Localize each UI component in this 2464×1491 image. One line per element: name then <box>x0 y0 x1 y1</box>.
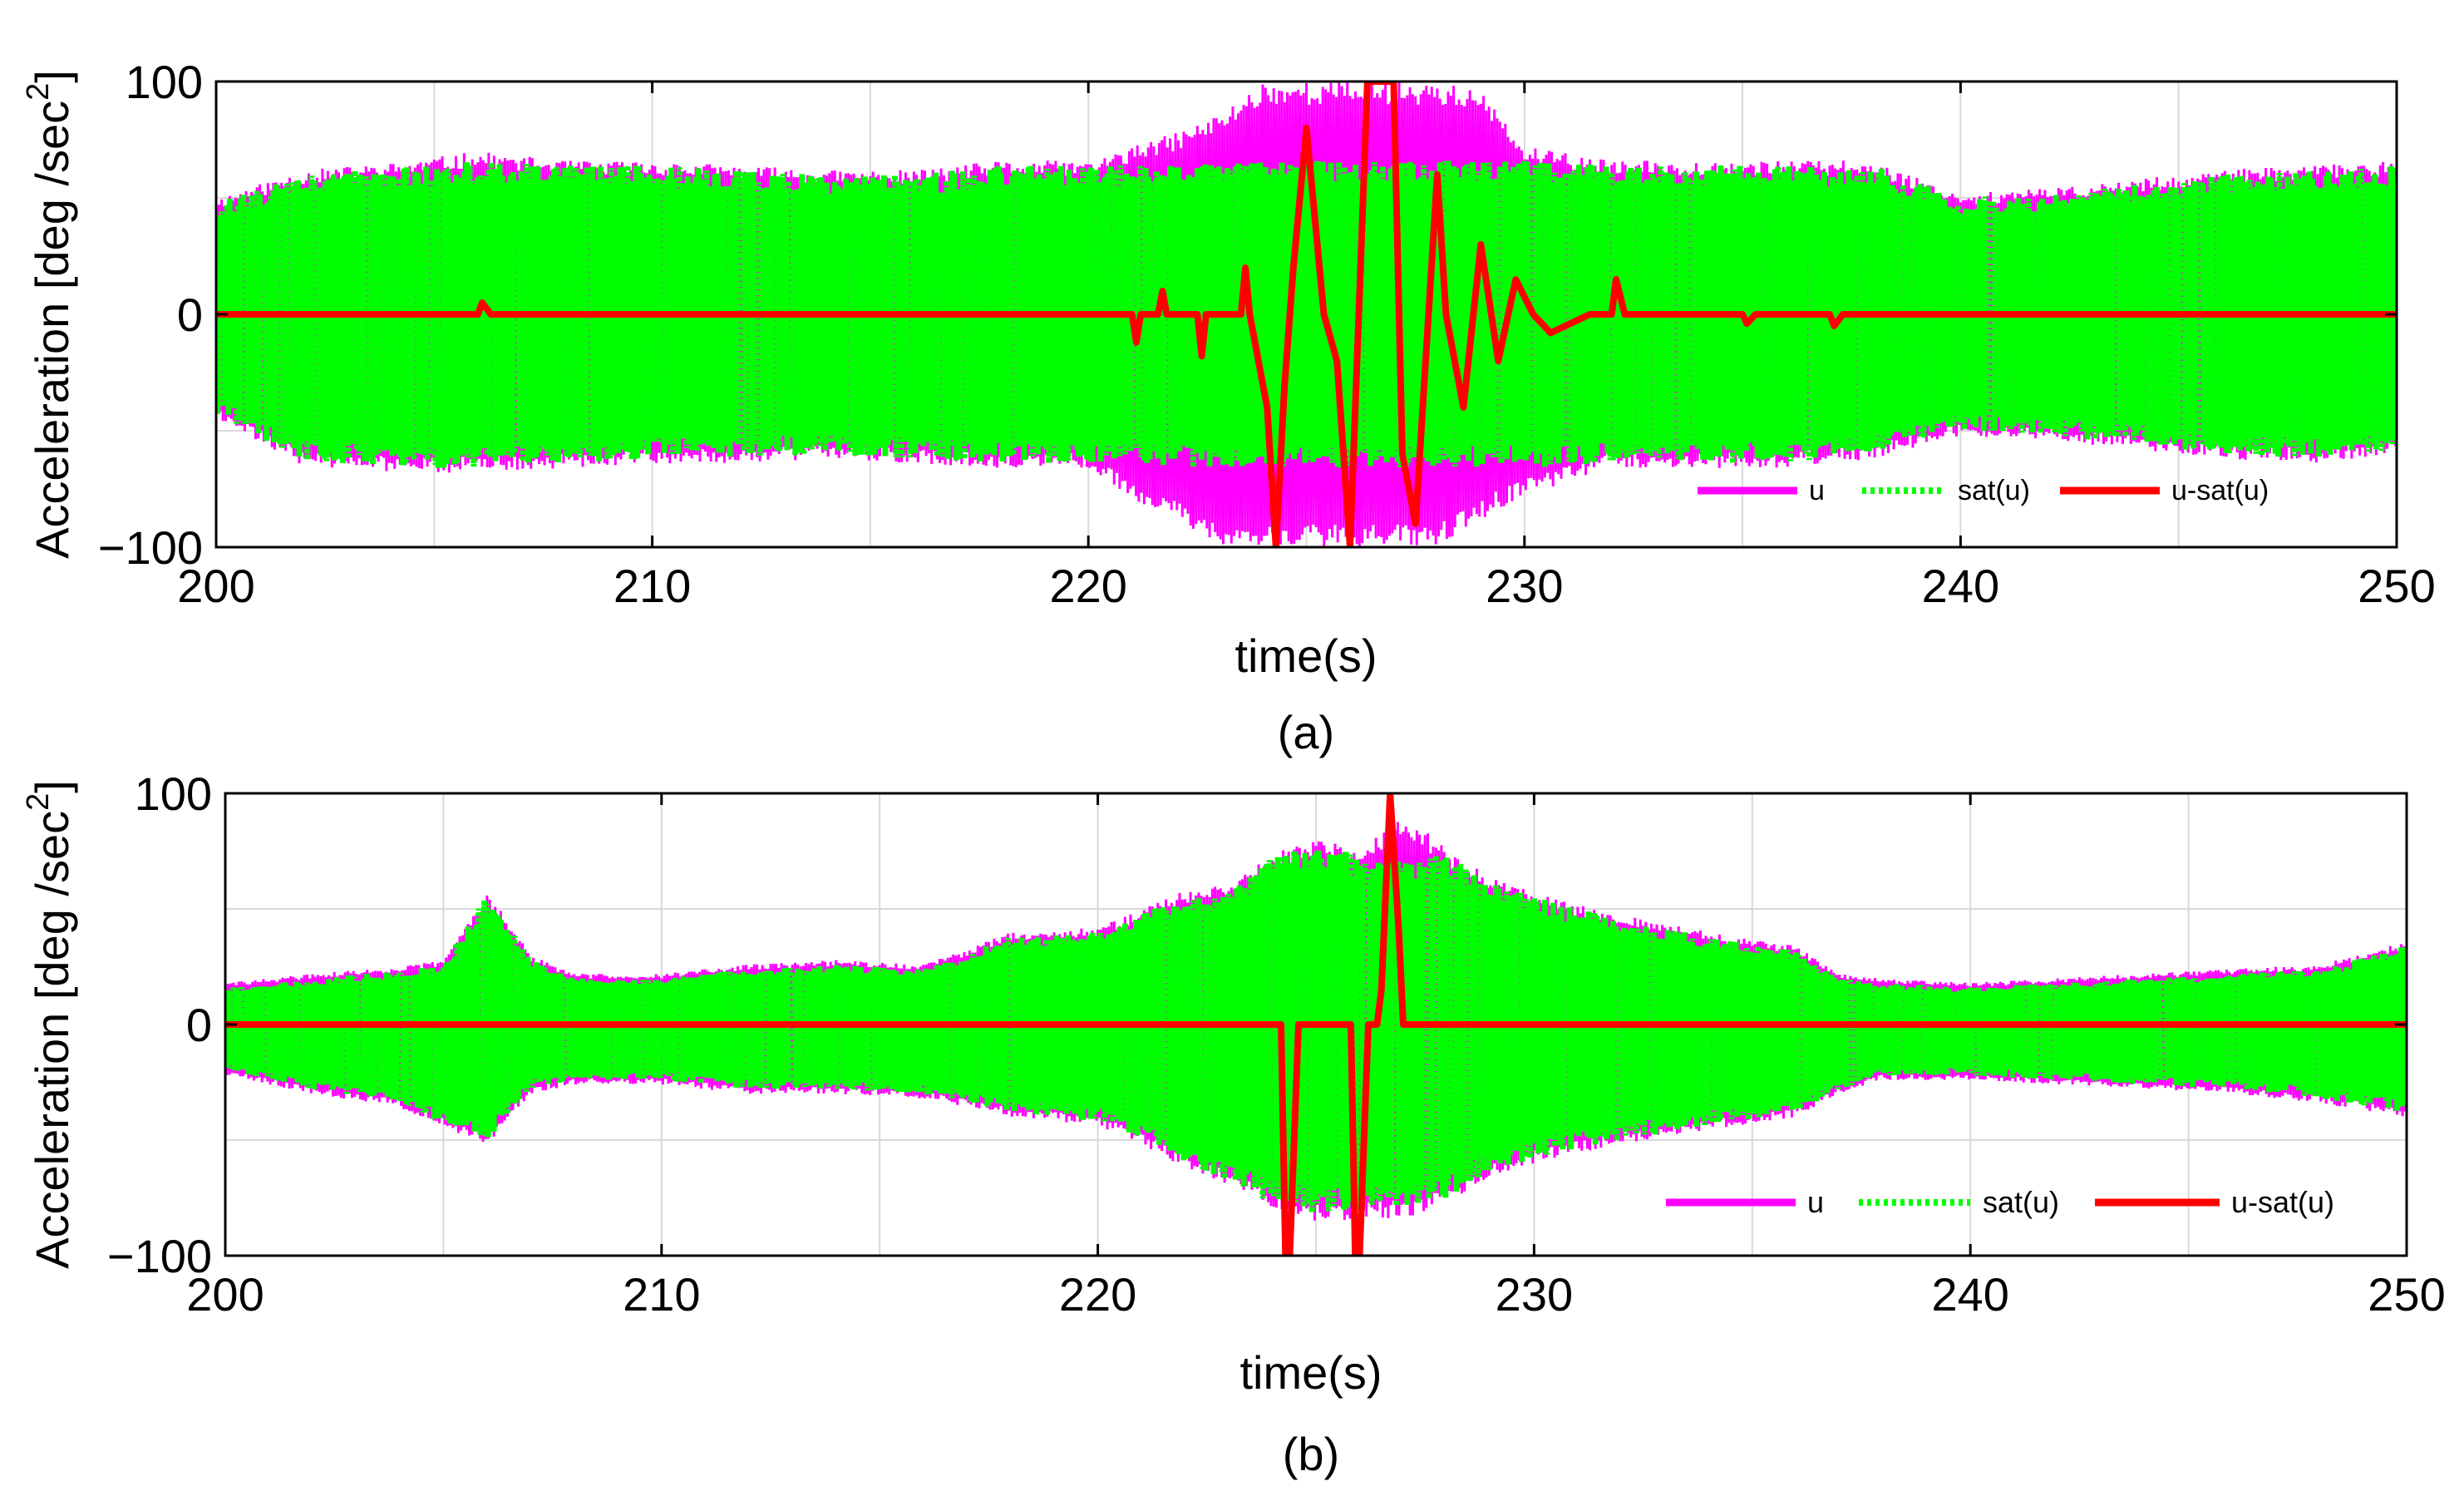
x-tick-label: 210 <box>614 560 691 612</box>
y-axis-label-sup-a: 2 <box>21 83 56 101</box>
x-tick-label: 200 <box>186 1268 264 1321</box>
x-tick-label: 250 <box>2368 1268 2445 1321</box>
x-axis-label-a: time(s) <box>1234 629 1377 682</box>
legend-label-u-b: u <box>1807 1185 1824 1219</box>
y-axis-label-close-b: ] <box>26 780 78 793</box>
x-tick-label: 210 <box>623 1268 700 1321</box>
data-layer-b <box>225 793 2407 1256</box>
legend-label-sat-b: sat(u) <box>1983 1185 2059 1219</box>
chart-panel-b: 200 210 220 230 240 250 −100 0 100 time(s) (b) A… <box>21 768 2446 1480</box>
y-axis-label-main-a: Acceleration [deg /sec <box>26 101 78 559</box>
legend-label-diff-b: u-sat(u) <box>2231 1185 2334 1219</box>
x-axis-label-b: time(s) <box>1239 1346 1382 1399</box>
y-tick-label: 100 <box>135 768 212 820</box>
ticks-a: 200 210 220 230 240 250 −100 0 100 <box>98 56 2436 612</box>
series-sat-u-line <box>225 850 2407 1213</box>
legend-label-diff-a: u-sat(u) <box>2171 475 2269 506</box>
x-tick-label: 230 <box>1486 560 1563 612</box>
y-axis-label-main-b: Acceleration [deg /sec <box>26 811 78 1269</box>
legend-label-u-a: u <box>1809 475 1825 506</box>
y-tick-label: −100 <box>107 1230 212 1282</box>
x-tick-label: 220 <box>1049 560 1126 612</box>
y-tick-label: 0 <box>177 289 203 341</box>
legend-a: u sat(u) u-sat(u) <box>1698 475 2269 506</box>
x-tick-label: 240 <box>1922 560 1999 612</box>
y-axis-label-sup-b: 2 <box>21 793 56 811</box>
series-sat-u-line <box>216 160 2397 468</box>
y-axis-label-b: Acceleration [deg /sec2] <box>21 780 78 1269</box>
series-u-minus-sat-u-line <box>225 793 2407 1256</box>
y-tick-label: 100 <box>126 56 203 108</box>
y-tick-label: −100 <box>98 521 203 574</box>
ticks-b: 200 210 220 230 240 250 −100 0 100 <box>107 768 2446 1321</box>
caption-b: (b) <box>1283 1428 1339 1480</box>
y-tick-label: 0 <box>186 999 212 1051</box>
x-tick-label: 250 <box>2358 560 2435 612</box>
chart-panel-a: 200 210 220 230 240 250 −100 0 100 time(s) (a) A… <box>21 56 2436 758</box>
x-tick-label: 240 <box>1931 1268 2008 1321</box>
x-tick-label: 220 <box>1059 1268 1136 1321</box>
caption-a: (a) <box>1278 706 1334 758</box>
y-axis-label-close-a: ] <box>26 70 78 83</box>
x-tick-label: 200 <box>177 560 254 612</box>
legend-label-sat-a: sat(u) <box>1958 475 2030 506</box>
series-u-minus-sat-u-line <box>216 81 2397 547</box>
x-tick-label: 230 <box>1496 1268 1573 1321</box>
y-axis-label-a: Acceleration [deg /sec2] <box>21 70 78 559</box>
data-layer-a <box>216 81 2397 547</box>
legend-b: u sat(u) u-sat(u) <box>1666 1185 2334 1219</box>
